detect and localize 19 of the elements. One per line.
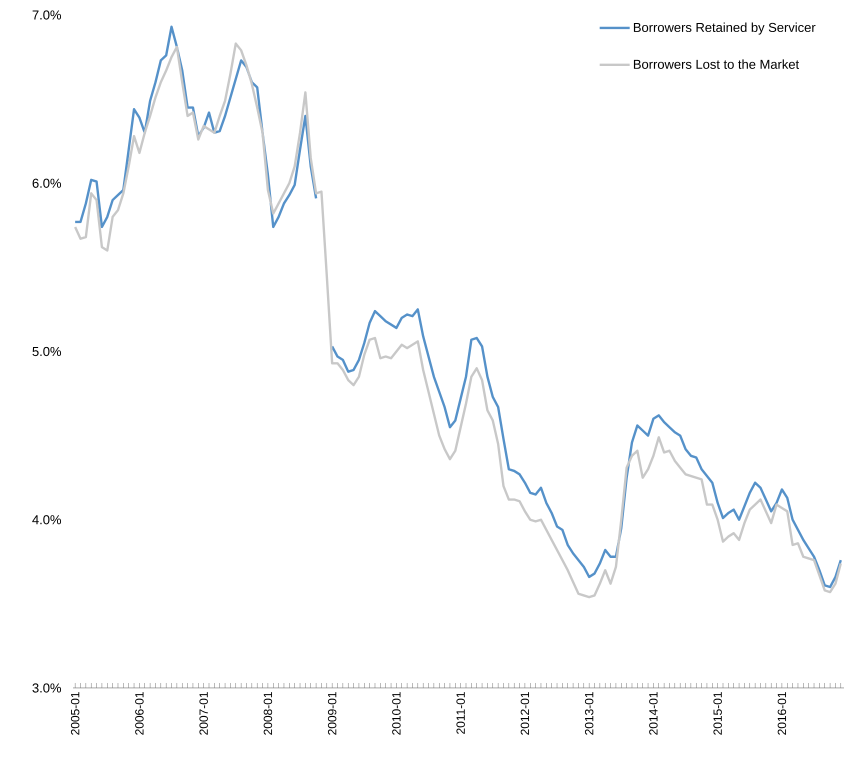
x-tick-label: 2009-01	[328, 692, 336, 735]
x-tick-label: 2007-01	[199, 692, 208, 735]
x-tick-label: 2008-01	[264, 692, 272, 735]
x-tick-label: 2005-01	[70, 692, 80, 735]
x-tick-label: 2016-01	[778, 692, 786, 735]
legend-label: Borrowers Retained by Servicer	[634, 22, 816, 35]
legend-label: Borrowers Lost to the Market	[634, 59, 800, 69]
y-tick-label: 5.0%	[32, 346, 62, 356]
y-tick-label: 7.0%	[32, 10, 62, 20]
x-tick-label: 2015-01	[713, 692, 722, 735]
x-tick-label: 2006-01	[135, 692, 144, 735]
x-tick-label: 2014-01	[649, 692, 658, 735]
y-tick-label: 6.0%	[32, 178, 62, 188]
y-tick-label: 3.0%	[32, 683, 62, 693]
y-tick-label: 4.0%	[32, 515, 62, 524]
x-tick-label: 2010-01	[392, 692, 401, 735]
x-tick-label: 2012-01	[520, 692, 530, 735]
x-tick-label: 2013-01	[584, 692, 594, 735]
x-tick-label: 2011-01	[456, 692, 465, 734]
